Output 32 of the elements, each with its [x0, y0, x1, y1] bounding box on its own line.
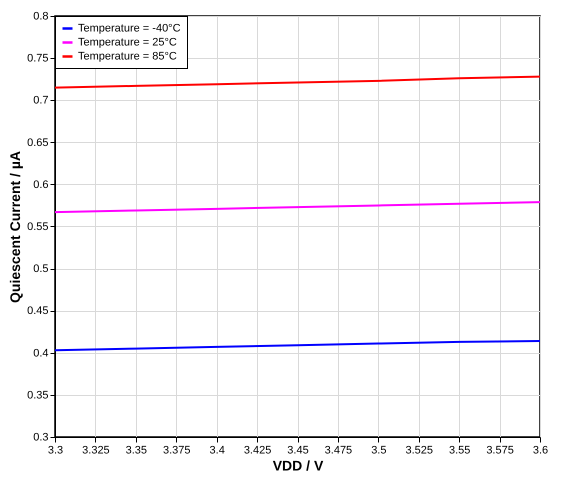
y-tick-label: 0.35	[27, 389, 48, 402]
legend-label: Temperature = 85°C	[78, 50, 177, 62]
line-series	[54, 340, 541, 352]
y-axis-title: Quiescent Current / µA	[7, 151, 24, 303]
y-tick-label: 0.5	[33, 263, 48, 276]
x-tick-label: 3.425	[244, 444, 272, 456]
legend-label: Temperature = -40°C	[78, 22, 181, 34]
y-tick-label: 0.6	[33, 178, 48, 191]
x-tick-label: 3.525	[405, 444, 434, 456]
x-tick-label: 3.325	[82, 444, 110, 456]
x-tick-label: 3.475	[324, 444, 352, 456]
x-axis-title: VDD / V	[272, 458, 324, 474]
y-tick-label: 0.3	[33, 432, 48, 444]
x-tick-label: 3.6	[532, 444, 548, 456]
y-tick-label: 0.7	[33, 94, 48, 107]
legend-label: Temperature = 25°C	[78, 36, 177, 48]
y-tick-label: 0.75	[27, 52, 48, 65]
x-tick-label: 3.575	[486, 444, 514, 456]
y-tick-label: 0.8	[33, 10, 48, 22]
x-tick-label: 3.3	[48, 444, 64, 456]
line-series	[54, 201, 541, 214]
x-tick-label: 3.4	[210, 444, 225, 456]
x-tick-label: 3.45	[287, 444, 309, 456]
line-series	[54, 76, 541, 89]
y-tick-label: 0.55	[27, 221, 48, 233]
y-tick-label: 0.45	[27, 305, 48, 318]
y-tick-label: 0.4	[33, 347, 48, 360]
x-tick-label: 3.55	[448, 444, 470, 456]
x-tick-label: 3.5	[371, 444, 386, 456]
x-tick-label: 3.35	[126, 444, 148, 456]
y-tick-label: 0.65	[27, 136, 48, 149]
x-tick-label: 3.375	[162, 444, 191, 456]
